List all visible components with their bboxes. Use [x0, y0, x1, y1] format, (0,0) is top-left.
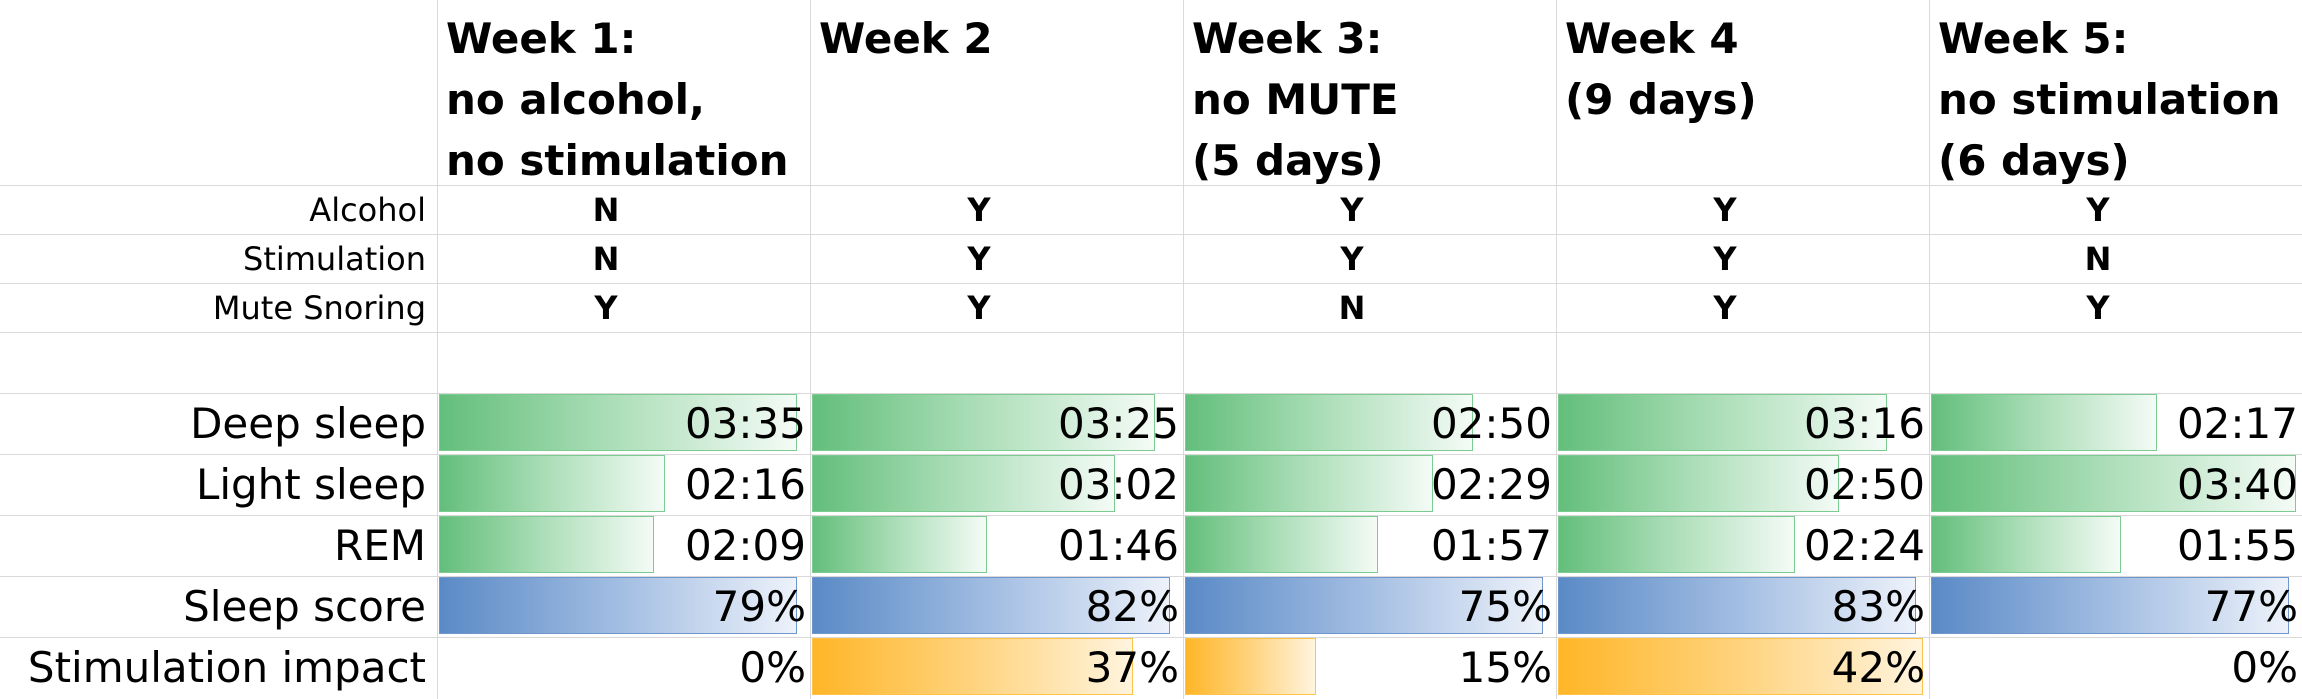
data-bar	[1185, 516, 1378, 573]
metric-value-cell[interactable]: 79%	[712, 582, 806, 631]
metric-value-cell[interactable]: 01:55	[2176, 521, 2298, 570]
data-bar	[1558, 516, 1795, 573]
metric-value-cell[interactable]: 03:25	[1057, 399, 1179, 448]
data-bar	[1558, 455, 1839, 512]
metric-value-cell[interactable]: 02:09	[684, 521, 806, 570]
data-bar	[1185, 455, 1433, 512]
metric-value-cell[interactable]: 82%	[1085, 582, 1179, 631]
data-bar	[1185, 638, 1316, 695]
grid-row-line	[0, 515, 2302, 516]
grid-row-line	[0, 234, 2302, 235]
grid-column-line	[810, 0, 811, 699]
data-bar	[812, 577, 1170, 634]
metric-value-cell[interactable]: 02:16	[684, 460, 806, 509]
condition-cell[interactable]: Y	[1713, 191, 1737, 229]
metric-value-cell[interactable]: 01:57	[1430, 521, 1552, 570]
condition-cell[interactable]: Y	[967, 191, 991, 229]
condition-cell[interactable]: N	[592, 191, 620, 229]
row-label-stimulation-impact[interactable]: Stimulation impact	[27, 643, 426, 692]
grid-row-line	[0, 637, 2302, 638]
metric-value-cell[interactable]: 0%	[739, 643, 806, 692]
grid-column-line	[1929, 0, 1930, 699]
grid-row-line	[0, 576, 2302, 577]
condition-cell[interactable]: N	[592, 240, 620, 278]
header-week-5[interactable]: Week 5: no stimulation (6 days)	[1938, 14, 2281, 185]
condition-cell[interactable]: Y	[967, 289, 991, 327]
header-week-2[interactable]: Week 2	[819, 14, 993, 63]
row-label-deep-sleep[interactable]: Deep sleep	[190, 399, 426, 448]
grid-row-line	[0, 393, 2302, 394]
condition-cell[interactable]: Y	[1713, 289, 1737, 327]
data-bar	[1558, 394, 1887, 451]
grid-column-line	[437, 0, 438, 699]
condition-cell[interactable]: N	[1338, 289, 1366, 327]
condition-cell[interactable]: Y	[2086, 191, 2110, 229]
metric-value-cell[interactable]: 02:50	[1803, 460, 1925, 509]
data-bar	[812, 516, 987, 573]
condition-cell[interactable]: Y	[1713, 240, 1737, 278]
header-week-1[interactable]: Week 1: no alcohol, no stimulation	[446, 14, 789, 185]
data-bar	[1931, 577, 2289, 634]
data-bar	[812, 638, 1133, 695]
metric-value-cell[interactable]: 15%	[1458, 643, 1552, 692]
metric-value-cell[interactable]: 37%	[1085, 643, 1179, 692]
condition-cell[interactable]: Y	[594, 289, 618, 327]
grid-row-line	[0, 454, 2302, 455]
data-bar	[1931, 516, 2121, 573]
data-bar	[1185, 577, 1543, 634]
metric-value-cell[interactable]: 83%	[1831, 582, 1925, 631]
grid-column-line	[1556, 0, 1557, 699]
data-bar	[439, 394, 797, 451]
condition-cell[interactable]: Y	[1340, 240, 1364, 278]
metric-value-cell[interactable]: 03:40	[2176, 460, 2298, 509]
row-label-rem[interactable]: REM	[334, 521, 426, 570]
row-label-light-sleep[interactable]: Light sleep	[195, 460, 426, 509]
header-week-3[interactable]: Week 3: no MUTE (5 days)	[1192, 14, 1399, 185]
condition-cell[interactable]: Y	[967, 240, 991, 278]
data-bar	[439, 516, 654, 573]
grid-column-line	[1183, 0, 1184, 699]
row-label-mute-snoring[interactable]: Mute Snoring	[212, 289, 426, 327]
metric-value-cell[interactable]: 02:17	[2176, 399, 2298, 448]
data-bar	[1185, 394, 1473, 451]
data-bar	[1931, 394, 2157, 451]
condition-cell[interactable]: Y	[1340, 191, 1364, 229]
data-bar	[439, 577, 797, 634]
metric-value-cell[interactable]: 42%	[1831, 643, 1925, 692]
metric-value-cell[interactable]: 0%	[2231, 643, 2298, 692]
data-bar	[439, 455, 665, 512]
metric-value-cell[interactable]: 01:46	[1057, 521, 1179, 570]
metric-value-cell[interactable]: 02:24	[1803, 521, 1925, 570]
grid-row-line	[0, 332, 2302, 333]
data-bar	[1931, 455, 2296, 512]
metric-value-cell[interactable]: 02:29	[1430, 460, 1552, 509]
metric-value-cell[interactable]: 02:50	[1430, 399, 1552, 448]
metric-value-cell[interactable]: 75%	[1458, 582, 1552, 631]
data-bar	[1558, 577, 1916, 634]
header-week-4[interactable]: Week 4 (9 days)	[1565, 14, 1757, 124]
data-bar	[1558, 638, 1923, 695]
data-bar	[812, 455, 1115, 512]
metric-value-cell[interactable]: 03:16	[1803, 399, 1925, 448]
row-label-alcohol[interactable]: Alcohol	[309, 191, 426, 229]
condition-cell[interactable]: Y	[2086, 289, 2110, 327]
data-bar	[812, 394, 1155, 451]
grid-row-line	[0, 185, 2302, 186]
metric-value-cell[interactable]: 03:02	[1057, 460, 1179, 509]
row-label-stimulation[interactable]: Stimulation	[243, 240, 426, 278]
condition-cell[interactable]: N	[2084, 240, 2112, 278]
metric-value-cell[interactable]: 03:35	[684, 399, 806, 448]
grid-row-line	[0, 283, 2302, 284]
metric-value-cell[interactable]: 77%	[2204, 582, 2298, 631]
row-label-sleep-score[interactable]: Sleep score	[183, 582, 426, 631]
